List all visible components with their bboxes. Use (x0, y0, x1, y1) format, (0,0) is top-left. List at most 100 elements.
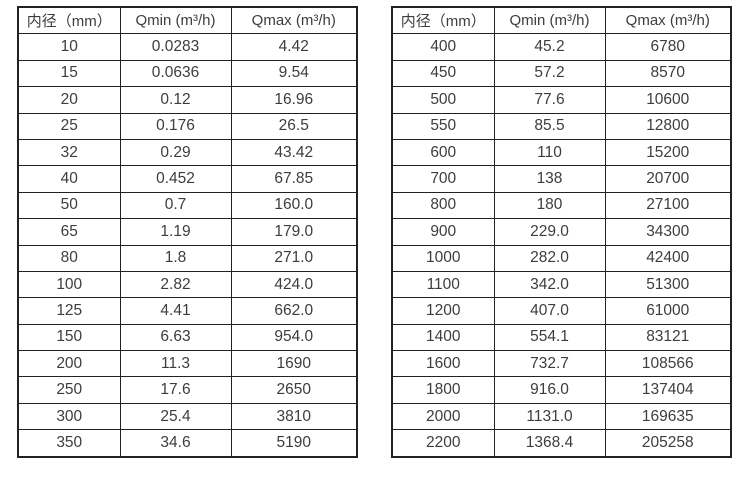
table-cell: 43.42 (230, 138, 358, 167)
table-row: 1000 282.0 42400 (391, 244, 732, 272)
table-cell: 125 (17, 297, 121, 325)
table-cell: 1600 (391, 350, 495, 378)
flow-table-small-diameters: 内径（mm） Qmin (m³/h) Qmax (m³/h) 10 0.0283 4.42… (17, 6, 358, 458)
table-cell: 6.63 (119, 323, 232, 352)
table-cell: 2.82 (119, 270, 232, 299)
table-cell: 169635 (604, 402, 732, 431)
table-cell: 0.452 (119, 165, 232, 193)
table-row: 20 0.12 16.96 (17, 86, 358, 114)
table-cell: 1690 (230, 350, 358, 378)
table-row: 150 6.63 954.0 (17, 323, 358, 352)
column-header: Qmax (m³/h) (230, 6, 358, 35)
table-cell: 1400 (391, 323, 495, 352)
table-row: 32 0.29 43.42 (17, 138, 358, 167)
table-row: 800 180 27100 (391, 191, 732, 220)
table-cell: 1368.4 (493, 429, 606, 458)
table-cell: 1.8 (119, 244, 232, 272)
table-row: 15 0.0636 9.54 (17, 59, 358, 88)
table-cell: 25 (17, 112, 121, 140)
flow-table-large-diameters: 内径（mm） Qmin (m³/h) Qmax (m³/h) 400 45.2 6780 4… (391, 6, 732, 458)
table-cell: 424.0 (230, 270, 358, 299)
table-row: 10 0.0283 4.42 (17, 33, 358, 61)
table-cell: 61000 (604, 297, 732, 325)
table-cell: 200 (17, 350, 121, 378)
table-row: 450 57.2 8570 (391, 59, 732, 88)
table-cell: 8570 (604, 59, 732, 88)
table-cell: 3810 (230, 402, 358, 431)
table-cell: 600 (391, 138, 495, 167)
column-header: Qmin (m³/h) (493, 6, 606, 35)
table-cell: 0.29 (119, 138, 232, 167)
table-cell: 271.0 (230, 244, 358, 272)
table-cell: 732.7 (493, 350, 606, 378)
table-cell: 282.0 (493, 244, 606, 272)
table-cell: 0.176 (119, 112, 232, 140)
table-cell: 1200 (391, 297, 495, 325)
table-row: 1200 407.0 61000 (391, 297, 732, 325)
table-cell: 554.1 (493, 323, 606, 352)
table-cell: 1100 (391, 270, 495, 299)
table-cell: 250 (17, 376, 121, 404)
header-row: 内径（mm） Qmin (m³/h) Qmax (m³/h) (17, 6, 358, 35)
column-header: Qmin (m³/h) (119, 6, 232, 35)
table-cell: 50 (17, 191, 121, 220)
table-row: 1100 342.0 51300 (391, 270, 732, 299)
table-cell: 6780 (604, 33, 732, 61)
table-cell: 450 (391, 59, 495, 88)
table-row: 2000 1131.0 169635 (391, 402, 732, 431)
table-cell: 17.6 (119, 376, 232, 404)
table-row: 600 110 15200 (391, 138, 732, 167)
table-cell: 67.85 (230, 165, 358, 193)
table-row: 50 0.7 160.0 (17, 191, 358, 220)
table-cell: 400 (391, 33, 495, 61)
table-cell: 34.6 (119, 429, 232, 458)
table-cell: 20 (17, 86, 121, 114)
table-cell: 20700 (604, 165, 732, 193)
table-row: 400 45.2 6780 (391, 33, 732, 61)
table-row: 100 2.82 424.0 (17, 270, 358, 299)
table-cell: 1131.0 (493, 402, 606, 431)
table-row: 500 77.6 10600 (391, 86, 732, 114)
table-cell: 662.0 (230, 297, 358, 325)
table-cell: 800 (391, 191, 495, 220)
table-row: 1400 554.1 83121 (391, 323, 732, 352)
table-cell: 700 (391, 165, 495, 193)
table-cell: 5190 (230, 429, 358, 458)
table-cell: 2650 (230, 376, 358, 404)
table-cell: 40 (17, 165, 121, 193)
table-cell: 11.3 (119, 350, 232, 378)
table-cell: 51300 (604, 270, 732, 299)
table-cell: 2200 (391, 429, 495, 458)
table-cell: 500 (391, 86, 495, 114)
table-cell: 137404 (604, 376, 732, 404)
table-row: 80 1.8 271.0 (17, 244, 358, 272)
table-cell: 4.42 (230, 33, 358, 61)
table-cell: 80 (17, 244, 121, 272)
table-cell: 342.0 (493, 270, 606, 299)
table-cell: 407.0 (493, 297, 606, 325)
table-row: 250 17.6 2650 (17, 376, 358, 404)
table-cell: 900 (391, 218, 495, 246)
table-cell: 25.4 (119, 402, 232, 431)
table-cell: 138 (493, 165, 606, 193)
table-row: 350 34.6 5190 (17, 429, 358, 458)
table-cell: 150 (17, 323, 121, 352)
table-cell: 45.2 (493, 33, 606, 61)
table-cell: 350 (17, 429, 121, 458)
table-cell: 160.0 (230, 191, 358, 220)
column-header: Qmax (m³/h) (604, 6, 732, 35)
column-header: 内径（mm） (17, 6, 121, 35)
table-cell: 10 (17, 33, 121, 61)
table-cell: 65 (17, 218, 121, 246)
table-cell: 300 (17, 402, 121, 431)
table-row: 200 11.3 1690 (17, 350, 358, 378)
table-row: 1800 916.0 137404 (391, 376, 732, 404)
table-cell: 32 (17, 138, 121, 167)
table-row: 1600 732.7 108566 (391, 350, 732, 378)
table-cell: 108566 (604, 350, 732, 378)
table-cell: 954.0 (230, 323, 358, 352)
table-cell: 229.0 (493, 218, 606, 246)
table-cell: 77.6 (493, 86, 606, 114)
column-header: 内径（mm） (391, 6, 495, 35)
